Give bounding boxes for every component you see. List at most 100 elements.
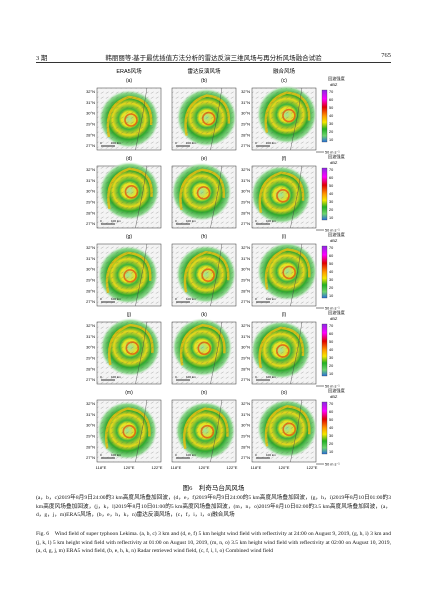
colorbar-tick-label: 60	[329, 332, 333, 336]
coastline	[290, 399, 303, 463]
latitude-label: 28°N	[241, 288, 250, 293]
panel-label: (k)	[201, 312, 207, 318]
latitude-label: 28°N	[86, 366, 95, 371]
colorbar-tick-label: 70	[329, 168, 333, 172]
colorbar-tick-label: 70	[329, 324, 333, 328]
colorbar-tick-label: 70	[329, 90, 333, 94]
scale-bar-end: 100 km	[111, 375, 121, 379]
panel-label: (a)	[126, 78, 132, 84]
latitude-label: 30°N	[86, 189, 95, 194]
wind-vectors	[97, 88, 161, 150]
latitude-label: 27°N	[86, 221, 95, 226]
latitude-label: 31°N	[86, 334, 95, 339]
coastline	[135, 243, 148, 307]
colorbar-tick-label: 30	[329, 200, 333, 204]
page-number: 765	[381, 52, 391, 59]
longitude-label: 120°E	[199, 465, 210, 470]
coastline	[135, 399, 148, 463]
colorbar-title: 回波强度	[328, 309, 346, 316]
longitude-label: 122°E	[152, 465, 163, 470]
latitude-label: 32°N	[86, 167, 95, 172]
scale-bar-end: 100 km	[111, 219, 121, 223]
panel-label: (e)	[201, 156, 207, 162]
colorbar-tick-label: 10	[329, 138, 333, 142]
wind-vectors	[172, 322, 236, 384]
latitude-label: 29°N	[241, 433, 250, 438]
scale-bar-end: 100 km	[111, 453, 121, 457]
colorbar-title: 回波强度	[328, 387, 346, 394]
latitude-label: 27°N	[241, 299, 250, 304]
caption-zh: (a，b，c)2019年8月9日24:00的3 km高度风场叠加回波，(d，e，…	[36, 495, 391, 519]
latitude-label: 29°N	[86, 355, 95, 360]
scale-bar-end: 100 km	[266, 453, 276, 457]
scale-bar-end: 100 km	[111, 297, 121, 301]
latitude-label: 32°N	[241, 245, 250, 250]
colorbar-unit: dBZ	[330, 160, 338, 165]
scale-bar-start: 0	[255, 375, 257, 379]
panel-label: (l)	[282, 312, 287, 318]
colorbar-tick-label: 70	[329, 402, 333, 406]
scale-bar-start: 0	[100, 219, 102, 223]
scale-bar-start: 0	[175, 297, 177, 301]
colorbar	[321, 401, 328, 455]
latitude-label: 30°N	[241, 267, 250, 272]
colorbar-tick-label: 50	[329, 184, 333, 188]
column-title: 雷达反演风场	[187, 67, 221, 75]
longitude-label: 118°E	[251, 465, 262, 470]
wind-vectors	[252, 322, 316, 384]
latitude-label: 32°N	[86, 89, 95, 94]
latitude-label: 32°N	[86, 401, 95, 406]
colorbar-tick-label: 60	[329, 98, 333, 102]
latitude-label: 27°N	[86, 299, 95, 304]
scale-bar-end: 100 km	[186, 297, 196, 301]
colorbar-tick-label: 40	[329, 348, 333, 352]
scale-bar-end: 100 km	[266, 375, 276, 379]
latitude-label: 31°N	[86, 412, 95, 417]
latitude-label: 32°N	[86, 323, 95, 328]
colorbar-tick-label: 50	[329, 106, 333, 110]
latitude-label: 29°N	[86, 433, 95, 438]
wind-vectors	[97, 322, 161, 384]
latitude-label: 32°N	[241, 323, 250, 328]
coastline	[210, 87, 223, 151]
scale-bar-start: 0	[255, 141, 257, 145]
panel-label: (f)	[282, 156, 287, 162]
colorbar-tick-label: 30	[329, 122, 333, 126]
panel-label: (j)	[127, 312, 132, 318]
coastline	[210, 321, 223, 385]
colorbar-tick-label: 40	[329, 270, 333, 274]
latitude-label: 28°N	[86, 444, 95, 449]
coastline	[290, 321, 303, 385]
colorbar-tick-label: 20	[329, 130, 333, 134]
colorbar-tick-label: 20	[329, 442, 333, 446]
latitude-label: 32°N	[86, 245, 95, 250]
coastline	[135, 87, 148, 151]
colorbar-unit: dBZ	[330, 316, 338, 321]
colorbar-tick-label: 10	[329, 372, 333, 376]
colorbar-tick-label: 60	[329, 410, 333, 414]
scale-bar-end: 100 km	[186, 453, 196, 457]
latitude-label: 30°N	[241, 189, 250, 194]
latitude-label: 27°N	[86, 455, 95, 460]
colorbar-unit: dBZ	[330, 238, 338, 243]
scale-bar-end: 100 km	[266, 297, 276, 301]
scale-bar-start: 0	[100, 297, 102, 301]
latitude-label: 29°N	[241, 355, 250, 360]
colorbar-tick-label: 40	[329, 192, 333, 196]
scale-bar-end: 100 km	[111, 141, 121, 145]
latitude-label: 28°N	[241, 444, 250, 449]
latitude-label: 32°N	[241, 89, 250, 94]
latitude-label: 27°N	[241, 377, 250, 382]
latitude-label: 28°N	[241, 210, 250, 215]
colorbar	[321, 245, 328, 299]
colorbar-tick-label: 20	[329, 208, 333, 212]
panel-label: (b)	[201, 78, 207, 84]
colorbar-tick-label: 10	[329, 216, 333, 220]
colorbar-tick-label: 30	[329, 278, 333, 282]
scale-bar-end: 100 km	[266, 219, 276, 223]
scale-bar-start: 0	[175, 453, 177, 457]
latitude-label: 28°N	[86, 132, 95, 137]
latitude-label: 29°N	[241, 121, 250, 126]
issue: 3 期	[36, 55, 48, 62]
